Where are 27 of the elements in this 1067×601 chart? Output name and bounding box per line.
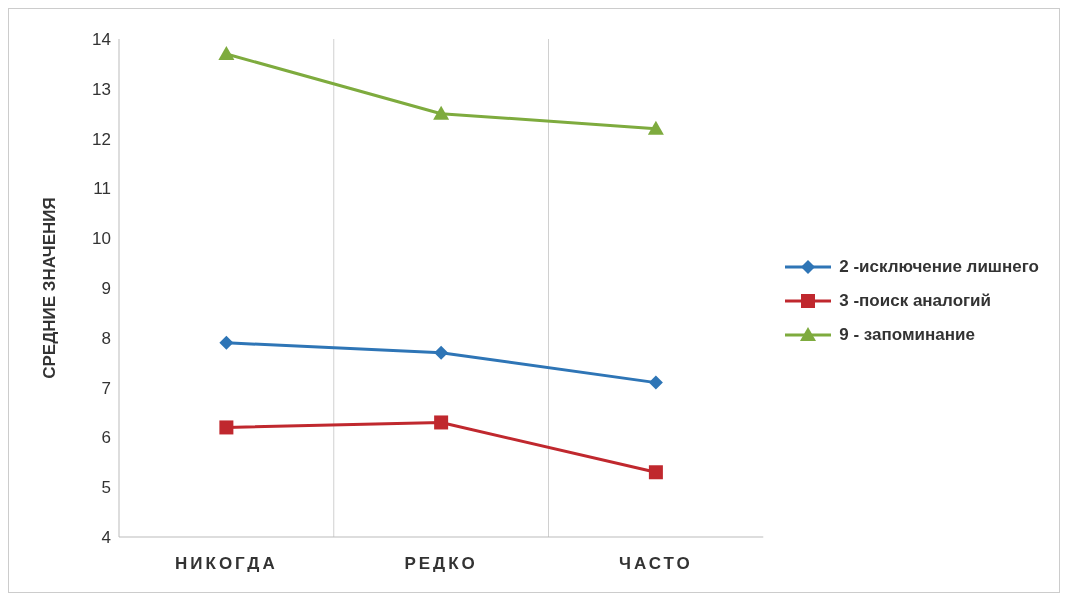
y-tick-label: 8 <box>101 328 111 348</box>
point <box>219 335 234 350</box>
point <box>648 465 663 480</box>
point <box>434 345 449 360</box>
point <box>647 120 664 135</box>
x-tick-label: ЧАСТО <box>618 554 693 574</box>
y-tick-label: 13 <box>92 79 111 99</box>
legend-label: 3 -поиск аналогий <box>839 290 992 311</box>
y-tick-label: 10 <box>92 229 111 249</box>
y-tick-label: 12 <box>92 129 111 149</box>
x-tick-label: РЕДКО <box>404 554 478 574</box>
y-tick-label: 9 <box>101 279 111 299</box>
y-tick-label: 5 <box>101 478 111 498</box>
y-tick-label: 7 <box>101 378 111 398</box>
point <box>218 45 235 60</box>
point <box>219 420 234 435</box>
point <box>648 375 663 390</box>
y-tick-label: 6 <box>101 428 111 448</box>
y-tick-label: 14 <box>92 30 111 50</box>
y-tick-label: 11 <box>93 179 111 199</box>
y-tick-label: 4 <box>101 528 111 548</box>
legend-label: 2 -исключение лишнего <box>839 256 1039 277</box>
y-axis-title: СРЕДНИЕ ЗНАЧЕНИЯ <box>40 197 60 379</box>
legend-label: 9 - запоминание <box>839 324 975 345</box>
point <box>433 105 450 120</box>
point <box>434 415 449 430</box>
x-tick-label: НИКОГДА <box>175 554 278 574</box>
